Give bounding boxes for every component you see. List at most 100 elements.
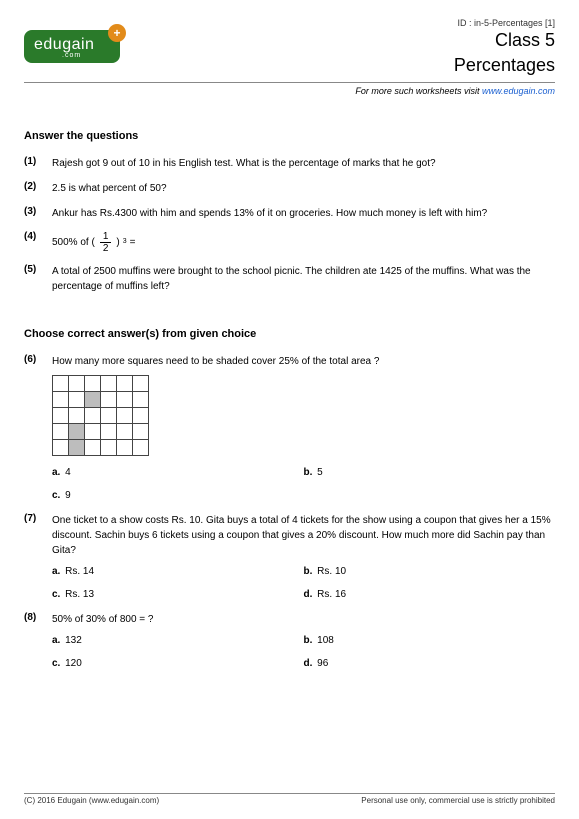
q4-close-paren: ) — [116, 235, 119, 250]
choice-label: c. — [52, 490, 60, 501]
grid-cell — [100, 375, 117, 392]
question-body: 50% of 30% of 800 = ? a. 132 b. 108 c. 1… — [52, 612, 555, 671]
choice-value: 108 — [314, 635, 333, 646]
title-block: Class 5 Percentages — [454, 30, 555, 76]
question-text: A total of 2500 muffins were brought to … — [52, 264, 555, 294]
choice-label: d. — [304, 658, 313, 669]
question-number: (6) — [24, 354, 52, 503]
fraction: 1 2 — [100, 231, 112, 254]
grid-cell — [100, 423, 117, 440]
question-text: Ankur has Rs.4300 with him and spends 13… — [52, 206, 555, 221]
grid-cell — [100, 407, 117, 424]
grid-cell — [52, 391, 69, 408]
grid-cell — [68, 423, 85, 440]
choice-value: Rs. 16 — [314, 589, 346, 600]
question-text: One ticket to a show costs Rs. 10. Gita … — [52, 513, 555, 558]
grid-cell — [100, 391, 117, 408]
grid-cell — [84, 375, 101, 392]
question-1: (1) Rajesh got 9 out of 10 in his Englis… — [24, 156, 555, 171]
fraction-numerator: 1 — [100, 231, 112, 243]
choice-label: b. — [304, 635, 313, 646]
choice-label: c. — [52, 589, 60, 600]
choice-value: Rs. 13 — [62, 589, 94, 600]
choice-value: 9 — [62, 490, 70, 501]
grid-cell — [116, 407, 133, 424]
choice-label: d. — [304, 589, 313, 600]
grid-cell — [132, 439, 149, 456]
question-3: (3) Ankur has Rs.4300 with him and spend… — [24, 206, 555, 221]
footer: (C) 2016 Edugain (www.edugain.com) Perso… — [24, 793, 555, 805]
choice-a: a. 4 — [52, 465, 304, 480]
choice-b: b. Rs. 10 — [304, 564, 556, 579]
sub-header-text: For more such worksheets visit — [355, 86, 482, 96]
question-2: (2) 2.5 is what percent of 50? — [24, 181, 555, 196]
question-5: (5) A total of 2500 muffins were brought… — [24, 264, 555, 294]
question-number: (1) — [24, 156, 52, 171]
footer-copyright: (C) 2016 Edugain (www.edugain.com) — [24, 796, 159, 805]
grid-cell — [84, 391, 101, 408]
choice-value: Rs. 14 — [62, 566, 94, 577]
question-6: (6) How many more squares need to be sha… — [24, 354, 555, 503]
class-title: Class 5 — [454, 30, 555, 51]
grid-cell — [132, 407, 149, 424]
grid-cell — [132, 375, 149, 392]
choice-c: c. Rs. 13 — [52, 587, 304, 602]
grid-cell — [68, 407, 85, 424]
grid-cell — [68, 439, 85, 456]
question-number: (4) — [24, 231, 52, 254]
choice-b: b. 108 — [304, 633, 556, 648]
grid-cell — [52, 439, 69, 456]
question-number: (7) — [24, 513, 52, 602]
grid-cell — [68, 391, 85, 408]
logo-dotcom: .com — [34, 52, 110, 59]
grid-cell — [52, 423, 69, 440]
question-7: (7) One ticket to a show costs Rs. 10. G… — [24, 513, 555, 602]
grid-cell — [84, 423, 101, 440]
choice-value: 120 — [62, 658, 81, 669]
answer-choices: a. Rs. 14 b. Rs. 10 c. Rs. 13 d. Rs. 16 — [52, 564, 555, 602]
question-number: (2) — [24, 181, 52, 196]
question-text: 50% of 30% of 800 = ? — [52, 612, 555, 627]
question-body: One ticket to a show costs Rs. 10. Gita … — [52, 513, 555, 602]
worksheet-id: ID : in-5-Percentages [1] — [24, 18, 555, 28]
choice-a: a. Rs. 14 — [52, 564, 304, 579]
grid-cell — [100, 439, 117, 456]
header-rule — [24, 82, 555, 83]
question-text: How many more squares need to be shaded … — [52, 354, 555, 369]
fraction-denominator: 2 — [100, 243, 112, 254]
choice-label: c. — [52, 658, 60, 669]
grid-cell — [52, 407, 69, 424]
question-text: 2.5 is what percent of 50? — [52, 181, 555, 196]
choice-a: a. 132 — [52, 633, 304, 648]
grid-cell — [52, 375, 69, 392]
question-number: (8) — [24, 612, 52, 671]
choice-d: d. 96 — [304, 656, 556, 671]
choice-c: c. 120 — [52, 656, 304, 671]
choice-value: Rs. 10 — [314, 566, 346, 577]
choice-value: 96 — [314, 658, 328, 669]
grid-cell — [132, 391, 149, 408]
section-title-choose: Choose correct answer(s) from given choi… — [24, 328, 555, 340]
choice-value: 132 — [62, 635, 81, 646]
grid-cell — [116, 423, 133, 440]
shading-grid — [52, 375, 555, 455]
grid-cell — [68, 375, 85, 392]
q4-equals: = — [130, 235, 136, 250]
logo-brand: edugain — [34, 36, 94, 53]
choice-b: b. 5 — [304, 465, 556, 480]
question-8: (8) 50% of 30% of 800 = ? a. 132 b. 108 … — [24, 612, 555, 671]
choice-c: c. 9 — [52, 488, 304, 503]
question-body: How many more squares need to be shaded … — [52, 354, 555, 503]
grid-cell — [132, 423, 149, 440]
choice-label: b. — [304, 566, 313, 577]
edugain-link[interactable]: www.edugain.com — [482, 86, 555, 96]
grid-cell — [84, 407, 101, 424]
grid-cell — [116, 439, 133, 456]
footer-usage: Personal use only, commercial use is str… — [361, 796, 555, 805]
grid-cell — [116, 391, 133, 408]
logo-plus-icon: + — [108, 24, 126, 42]
choice-value: 5 — [314, 467, 322, 478]
choice-label: a. — [52, 635, 60, 646]
q4-exponent: 3 — [123, 237, 127, 248]
grid-cell — [84, 439, 101, 456]
